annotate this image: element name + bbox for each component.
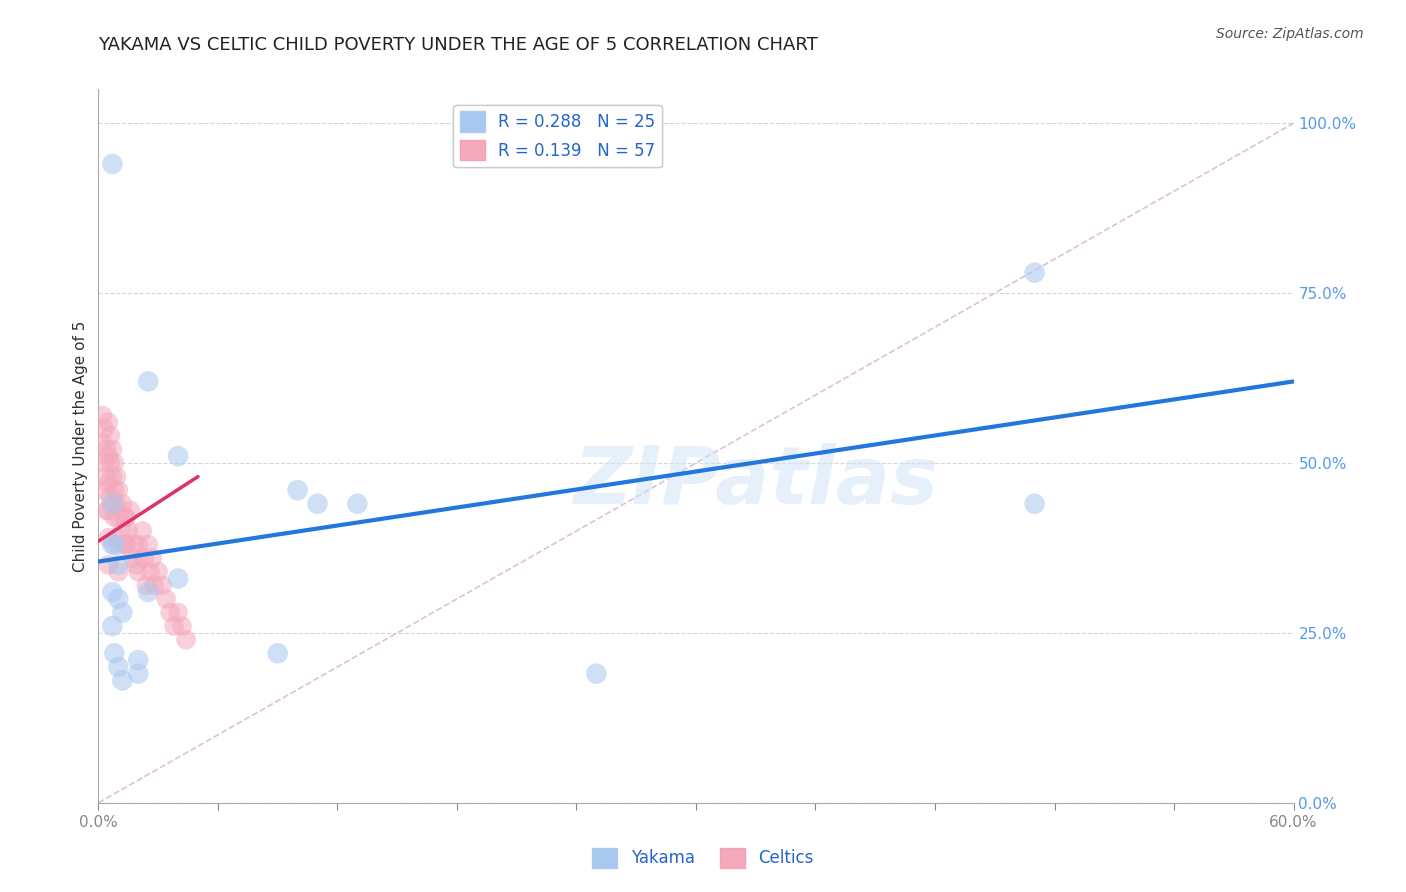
Point [103, 646, 125, 660]
Point [125, 558, 148, 572]
Point [97, 476, 120, 491]
Point [141, 551, 163, 566]
Y-axis label: Child Poverty Under the Age of 5: Child Poverty Under the Age of 5 [73, 320, 89, 572]
Point [120, 503, 142, 517]
Point [107, 660, 129, 674]
Point [143, 578, 166, 592]
Point [111, 673, 134, 688]
Point [307, 497, 329, 511]
Text: Source: ZipAtlas.com: Source: ZipAtlas.com [1216, 27, 1364, 41]
Point [124, 537, 146, 551]
Point [112, 510, 135, 524]
Point [103, 510, 125, 524]
Point [112, 537, 135, 551]
Point [167, 572, 190, 586]
Point [93, 456, 115, 470]
Point [101, 497, 124, 511]
Point [96, 503, 118, 517]
Legend: Yakama, Celtics: Yakama, Celtics [586, 841, 820, 875]
Text: YAKAMA VS CELTIC CHILD POVERTY UNDER THE AGE OF 5 CORRELATION CHART: YAKAMA VS CELTIC CHILD POVERTY UNDER THE… [98, 36, 818, 54]
Point [107, 510, 129, 524]
Point [96, 469, 118, 483]
Text: ZIPatlas: ZIPatlas [574, 442, 938, 521]
Point [115, 510, 138, 524]
Point [127, 653, 149, 667]
Point [167, 449, 190, 463]
Point [136, 585, 159, 599]
Point [155, 591, 177, 606]
Point [101, 469, 124, 483]
Point [111, 606, 134, 620]
Point [96, 442, 118, 457]
Point [131, 524, 153, 538]
Point [127, 666, 149, 681]
Point [287, 483, 309, 498]
Point [150, 578, 173, 592]
Point [101, 585, 124, 599]
Point [167, 606, 190, 620]
Point [1024, 497, 1046, 511]
Point [98, 456, 122, 470]
Point [107, 483, 129, 498]
Point [101, 619, 124, 633]
Point [91, 409, 114, 423]
Point [91, 435, 114, 450]
Point [159, 606, 181, 620]
Point [101, 442, 124, 457]
Point [136, 537, 159, 551]
Point [174, 632, 197, 647]
Point [117, 524, 139, 538]
Point [163, 619, 186, 633]
Point [107, 558, 129, 572]
Point [101, 537, 124, 551]
Point [134, 551, 156, 566]
Point [267, 646, 290, 660]
Point [105, 469, 128, 483]
Point [107, 591, 129, 606]
Point [115, 537, 138, 551]
Point [135, 578, 157, 592]
Point [101, 157, 124, 171]
Point [97, 558, 120, 572]
Point [136, 375, 159, 389]
Point [127, 565, 149, 579]
Point [105, 497, 128, 511]
Point [121, 551, 143, 566]
Point [172, 619, 194, 633]
Legend: R = 0.288   N = 25, R = 0.139   N = 57: R = 0.288 N = 25, R = 0.139 N = 57 [453, 104, 662, 167]
Point [127, 537, 149, 551]
Point [97, 531, 120, 545]
Point [97, 415, 120, 429]
Point [97, 503, 120, 517]
Point [103, 483, 125, 498]
Point [97, 449, 120, 463]
Point [93, 483, 115, 498]
Point [585, 666, 607, 681]
Point [139, 565, 162, 579]
Point [93, 422, 115, 436]
Point [111, 497, 134, 511]
Point [346, 497, 368, 511]
Point [103, 456, 125, 470]
Point [148, 565, 170, 579]
Point [111, 524, 134, 538]
Point [1024, 266, 1046, 280]
Point [107, 565, 129, 579]
Point [101, 497, 124, 511]
Point [98, 490, 122, 504]
Point [103, 537, 125, 551]
Point [107, 537, 129, 551]
Point [98, 429, 122, 443]
